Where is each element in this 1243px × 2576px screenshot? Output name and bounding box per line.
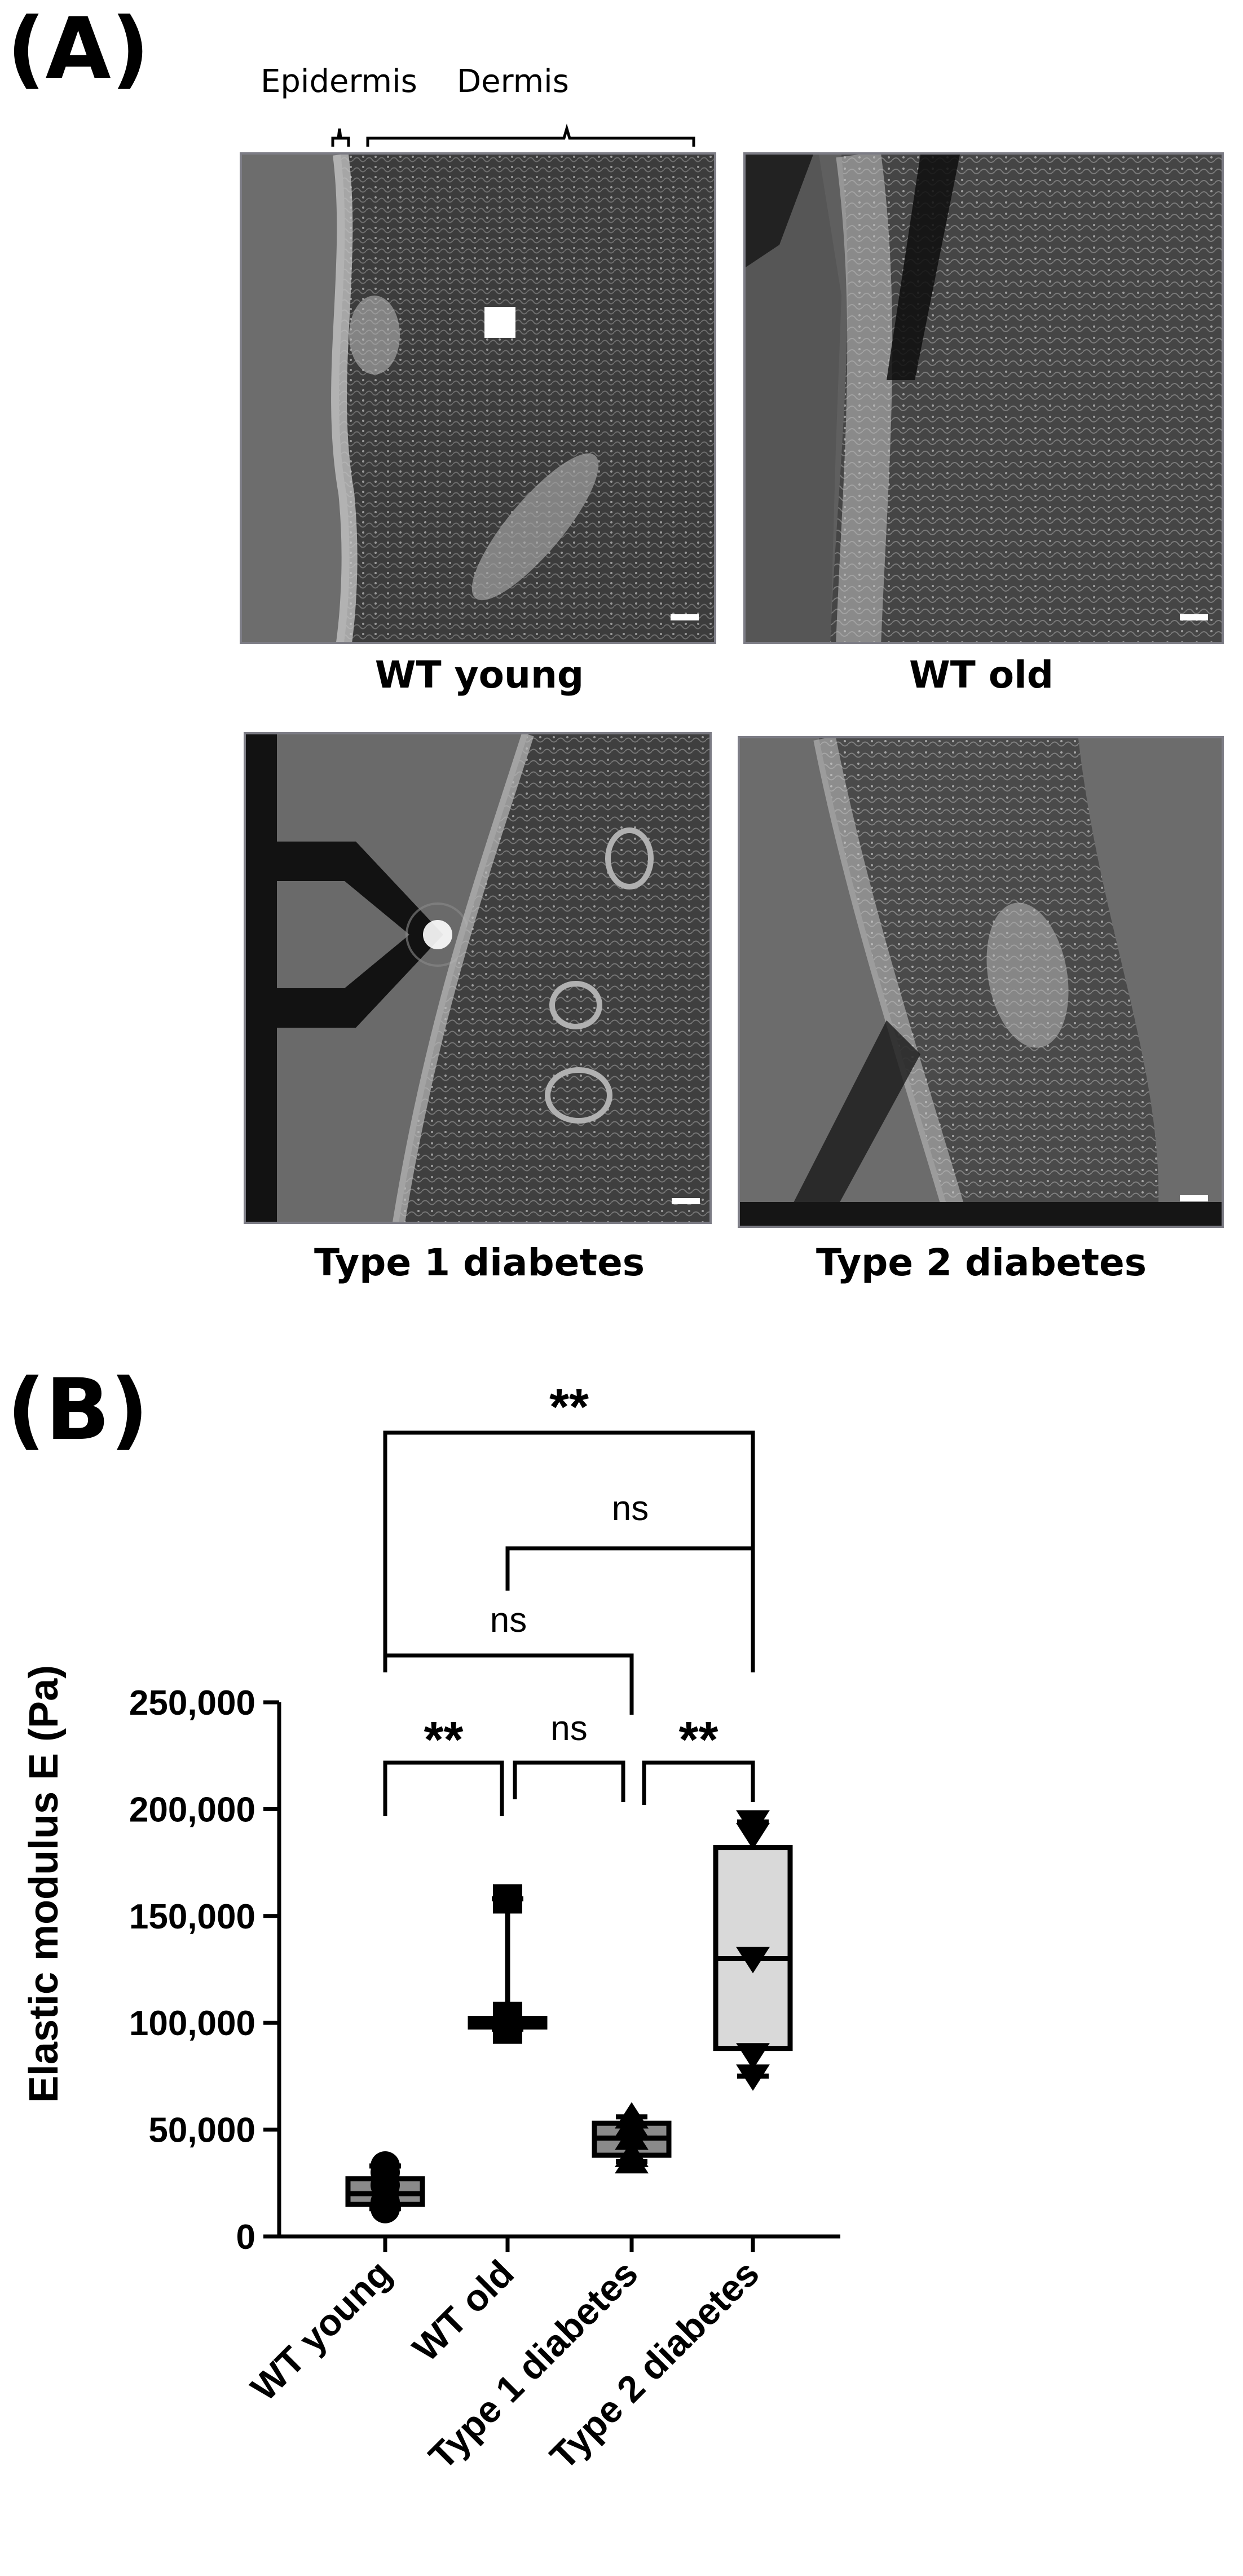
significance-bracket bbox=[505, 1546, 755, 1672]
significance-bracket bbox=[383, 1653, 634, 1715]
y-tick-label: 0 bbox=[236, 2218, 255, 2257]
panel-a-label: (A) bbox=[7, 0, 150, 98]
epidermis-label: Epidermis bbox=[261, 63, 417, 100]
micrograph-type-2-diabetes bbox=[738, 736, 1224, 1228]
significance-bracket bbox=[383, 1430, 755, 1672]
significance-bracket bbox=[383, 1760, 504, 1816]
x-tick-label: Type 1 diabetes bbox=[421, 2252, 646, 2477]
box-type-1-diabetes bbox=[592, 2102, 672, 2174]
scale-bar bbox=[1180, 1195, 1208, 1201]
data-point bbox=[371, 2151, 400, 2181]
y-tick-label: 200,000 bbox=[129, 1790, 255, 1829]
box-wt-old bbox=[468, 1884, 548, 2044]
data-point bbox=[615, 2102, 649, 2129]
caption-wt-young: WT young bbox=[374, 653, 584, 697]
y-tick-label: 250,000 bbox=[129, 1684, 255, 1723]
y-tick-label: 150,000 bbox=[129, 1897, 255, 1936]
data-point bbox=[493, 2001, 522, 2031]
dermis-bracket bbox=[366, 124, 695, 147]
data-point bbox=[736, 2043, 770, 2070]
data-point bbox=[736, 1810, 770, 1837]
significance-label: ** bbox=[424, 1712, 463, 1768]
scale-bar bbox=[671, 614, 699, 620]
panel-b-label: (B) bbox=[7, 1361, 149, 1459]
y-tick-label: 50,000 bbox=[148, 2111, 255, 2150]
data-point bbox=[736, 2064, 770, 2091]
scale-bar bbox=[672, 1198, 700, 1204]
micrograph-wt-young bbox=[240, 152, 716, 644]
significance-label: ns bbox=[550, 1709, 587, 1748]
y-axis-label: Elastic modulus E (Pa) bbox=[21, 1665, 67, 2103]
x-tick-label: Type 2 diabetes bbox=[542, 2252, 767, 2477]
box-wt-young bbox=[345, 2151, 425, 2223]
x-tick-label: WT young bbox=[243, 2252, 399, 2409]
scale-bar bbox=[1180, 614, 1208, 620]
significance-label: ns bbox=[490, 1601, 527, 1640]
region-brackets bbox=[331, 124, 695, 147]
significance-label: ** bbox=[549, 1379, 589, 1435]
significance-label: ns bbox=[612, 1489, 649, 1528]
data-point bbox=[736, 1947, 770, 1974]
caption-type-2-diabetes: Type 2 diabetes bbox=[816, 1241, 1147, 1284]
dermis-label: Dermis bbox=[457, 63, 569, 100]
caption-type-1-diabetes: Type 1 diabetes bbox=[314, 1241, 645, 1284]
data-point bbox=[493, 1884, 522, 1914]
micrograph-type-1-diabetes bbox=[244, 732, 712, 1224]
box-type-2-diabetes bbox=[713, 1810, 793, 2091]
micrograph-wt-old bbox=[743, 152, 1224, 644]
x-tick-label: WT old bbox=[404, 2252, 522, 2370]
epidermis-bracket bbox=[331, 128, 350, 147]
data-point bbox=[615, 2141, 649, 2167]
y-tick-label: 100,000 bbox=[129, 2004, 255, 2043]
significance-bracket bbox=[642, 1760, 755, 1805]
significance-label: ** bbox=[678, 1712, 718, 1768]
caption-wt-old: WT old bbox=[909, 653, 1054, 697]
significance-bracket bbox=[513, 1760, 625, 1802]
